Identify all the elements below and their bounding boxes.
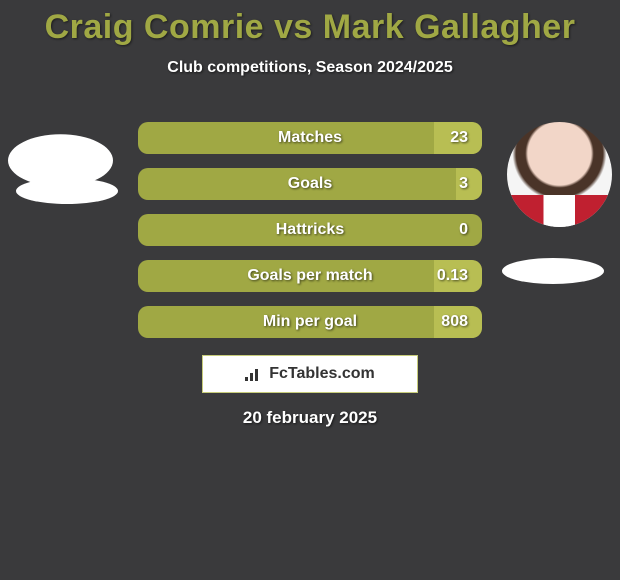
stat-row-goals: Goals 3 bbox=[138, 168, 482, 200]
stat-label: Hattricks bbox=[138, 221, 482, 239]
stat-value: 0 bbox=[459, 221, 468, 239]
stat-value: 23 bbox=[450, 129, 468, 147]
stat-row-goals-per-match: Goals per match 0.13 bbox=[138, 260, 482, 292]
stat-value: 808 bbox=[441, 313, 468, 331]
stat-row-hattricks: Hattricks 0 bbox=[138, 214, 482, 246]
stat-label: Goals bbox=[138, 175, 482, 193]
stat-label: Goals per match bbox=[138, 267, 482, 285]
stat-row-matches: Matches 23 bbox=[138, 122, 482, 154]
page-subtitle: Club competitions, Season 2024/2025 bbox=[0, 59, 620, 77]
stat-row-min-per-goal: Min per goal 808 bbox=[138, 306, 482, 338]
stat-label: Matches bbox=[138, 129, 482, 147]
player-right-avatar bbox=[507, 122, 612, 227]
stat-bars: Matches 23 Goals 3 Hattricks 0 Goals per… bbox=[138, 122, 482, 352]
avatar-collar bbox=[507, 195, 612, 227]
stat-label: Min per goal bbox=[138, 313, 482, 331]
page-title: Craig Comrie vs Mark Gallagher bbox=[0, 0, 620, 47]
logo-text: FcTables.com bbox=[269, 365, 375, 383]
stat-value: 3 bbox=[459, 175, 468, 193]
date-stamp: 20 february 2025 bbox=[0, 408, 620, 428]
stat-value: 0.13 bbox=[437, 267, 468, 285]
bar-chart-icon bbox=[245, 367, 263, 381]
player-left-shadow bbox=[16, 178, 118, 204]
branding-logo[interactable]: FcTables.com bbox=[202, 355, 418, 393]
player-right-shadow bbox=[502, 258, 604, 284]
